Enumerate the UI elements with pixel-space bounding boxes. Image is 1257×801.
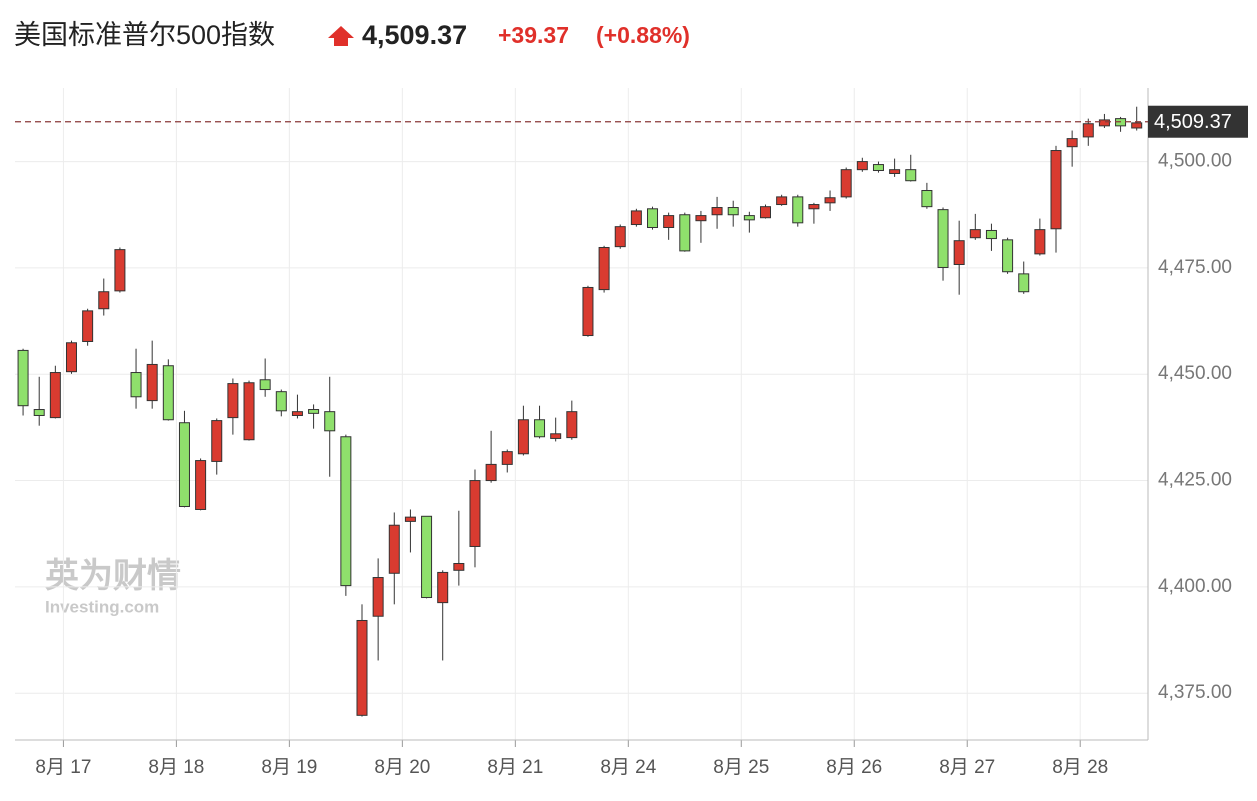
x-tick-label: 8月 17 xyxy=(35,757,91,778)
candle-body xyxy=(598,246,610,291)
candle-body xyxy=(1034,229,1046,255)
last-price-label: 4,509.37 xyxy=(1154,111,1232,133)
candle-body xyxy=(259,379,271,391)
candle-body xyxy=(1002,239,1014,273)
candle-body xyxy=(404,516,416,522)
candle-body xyxy=(808,204,820,210)
candle-body xyxy=(792,196,804,224)
candle-body xyxy=(759,206,771,219)
watermark-brand: 英为财情 xyxy=(45,557,181,595)
candle-body xyxy=(372,577,384,617)
candle-body xyxy=(840,169,852,198)
candle-body xyxy=(985,229,997,240)
x-tick-label: 8月 26 xyxy=(826,757,882,778)
candle-body xyxy=(743,215,755,221)
candle-body xyxy=(921,189,933,208)
up-arrow xyxy=(328,26,354,46)
candle-body xyxy=(453,562,465,571)
candle-body xyxy=(437,571,449,604)
candle-body xyxy=(130,372,142,398)
candle-body xyxy=(679,214,691,252)
candle-body xyxy=(663,215,675,229)
candle-body xyxy=(291,411,303,416)
x-tick-label: 8月 27 xyxy=(939,757,995,778)
y-tick-label: 4,400.00 xyxy=(1158,576,1232,597)
candle-body xyxy=(953,240,965,266)
candle-body xyxy=(1050,150,1062,230)
candle-body xyxy=(33,409,45,416)
x-tick-label: 8月 18 xyxy=(148,757,204,778)
x-tick-label: 8月 20 xyxy=(374,757,430,778)
candle-body xyxy=(824,197,836,204)
x-tick-label: 8月 24 xyxy=(600,757,656,778)
x-tick-label: 8月 25 xyxy=(713,757,769,778)
candle-body xyxy=(146,363,158,402)
candle-body xyxy=(905,169,917,182)
candle-body xyxy=(65,342,77,373)
candle-body xyxy=(889,169,901,174)
y-tick-label: 4,450.00 xyxy=(1158,363,1232,384)
candle-body xyxy=(98,291,110,310)
last-price: 4,509.37 xyxy=(362,20,467,50)
candle-body xyxy=(582,286,594,337)
candle-body xyxy=(356,619,368,716)
x-tick-label: 8月 28 xyxy=(1052,757,1108,778)
watermark-site: Investing.com xyxy=(45,597,159,616)
candle-body xyxy=(1066,138,1078,148)
x-tick-label: 8月 21 xyxy=(487,757,543,778)
candle-body xyxy=(195,460,207,510)
candle-body xyxy=(1098,119,1110,127)
candle-body xyxy=(1018,273,1030,293)
candle-body xyxy=(614,226,626,248)
candle-body xyxy=(340,436,352,587)
candle-body xyxy=(872,164,884,172)
candle-body xyxy=(485,463,497,482)
candle-body xyxy=(243,382,255,441)
candle-body xyxy=(534,419,546,438)
candle-body xyxy=(776,196,788,206)
y-tick-label: 4,500.00 xyxy=(1158,151,1232,172)
candle-body xyxy=(82,310,94,342)
change-pct: (+0.88%) xyxy=(596,22,690,48)
candle-body xyxy=(856,161,868,171)
candle-body xyxy=(501,451,513,465)
candle-body xyxy=(227,383,239,419)
y-tick-label: 4,475.00 xyxy=(1158,257,1232,278)
candle-body xyxy=(630,210,642,226)
candle-body xyxy=(1082,123,1094,138)
candle-body xyxy=(550,433,562,439)
candle-body xyxy=(421,515,433,599)
candle-body xyxy=(275,391,287,412)
candle-body xyxy=(388,524,400,574)
candle-body xyxy=(211,420,223,462)
candle-body xyxy=(49,372,61,419)
chart-title: 美国标准普尔500指数 xyxy=(14,20,275,50)
candle-body xyxy=(695,215,707,222)
candle-body xyxy=(517,419,529,455)
candle-body xyxy=(308,409,320,414)
x-tick-label: 8月 19 xyxy=(261,757,317,778)
candle-body xyxy=(969,229,981,239)
candle-body xyxy=(17,349,29,407)
candle-body xyxy=(469,480,481,547)
change: +39.37 xyxy=(498,22,569,48)
y-tick-label: 4,425.00 xyxy=(1158,470,1232,491)
candle-body xyxy=(114,249,126,292)
candle-body xyxy=(324,411,336,432)
candle-body xyxy=(647,208,659,229)
candle-body xyxy=(1131,122,1143,129)
candle-body xyxy=(937,209,949,268)
candle-body xyxy=(727,207,739,216)
candle-body xyxy=(178,422,190,508)
y-tick-label: 4,375.00 xyxy=(1158,682,1232,703)
last-price-box xyxy=(1148,105,1248,138)
candle-body xyxy=(711,207,723,216)
candle-body xyxy=(162,365,174,421)
candle-body xyxy=(566,411,578,439)
